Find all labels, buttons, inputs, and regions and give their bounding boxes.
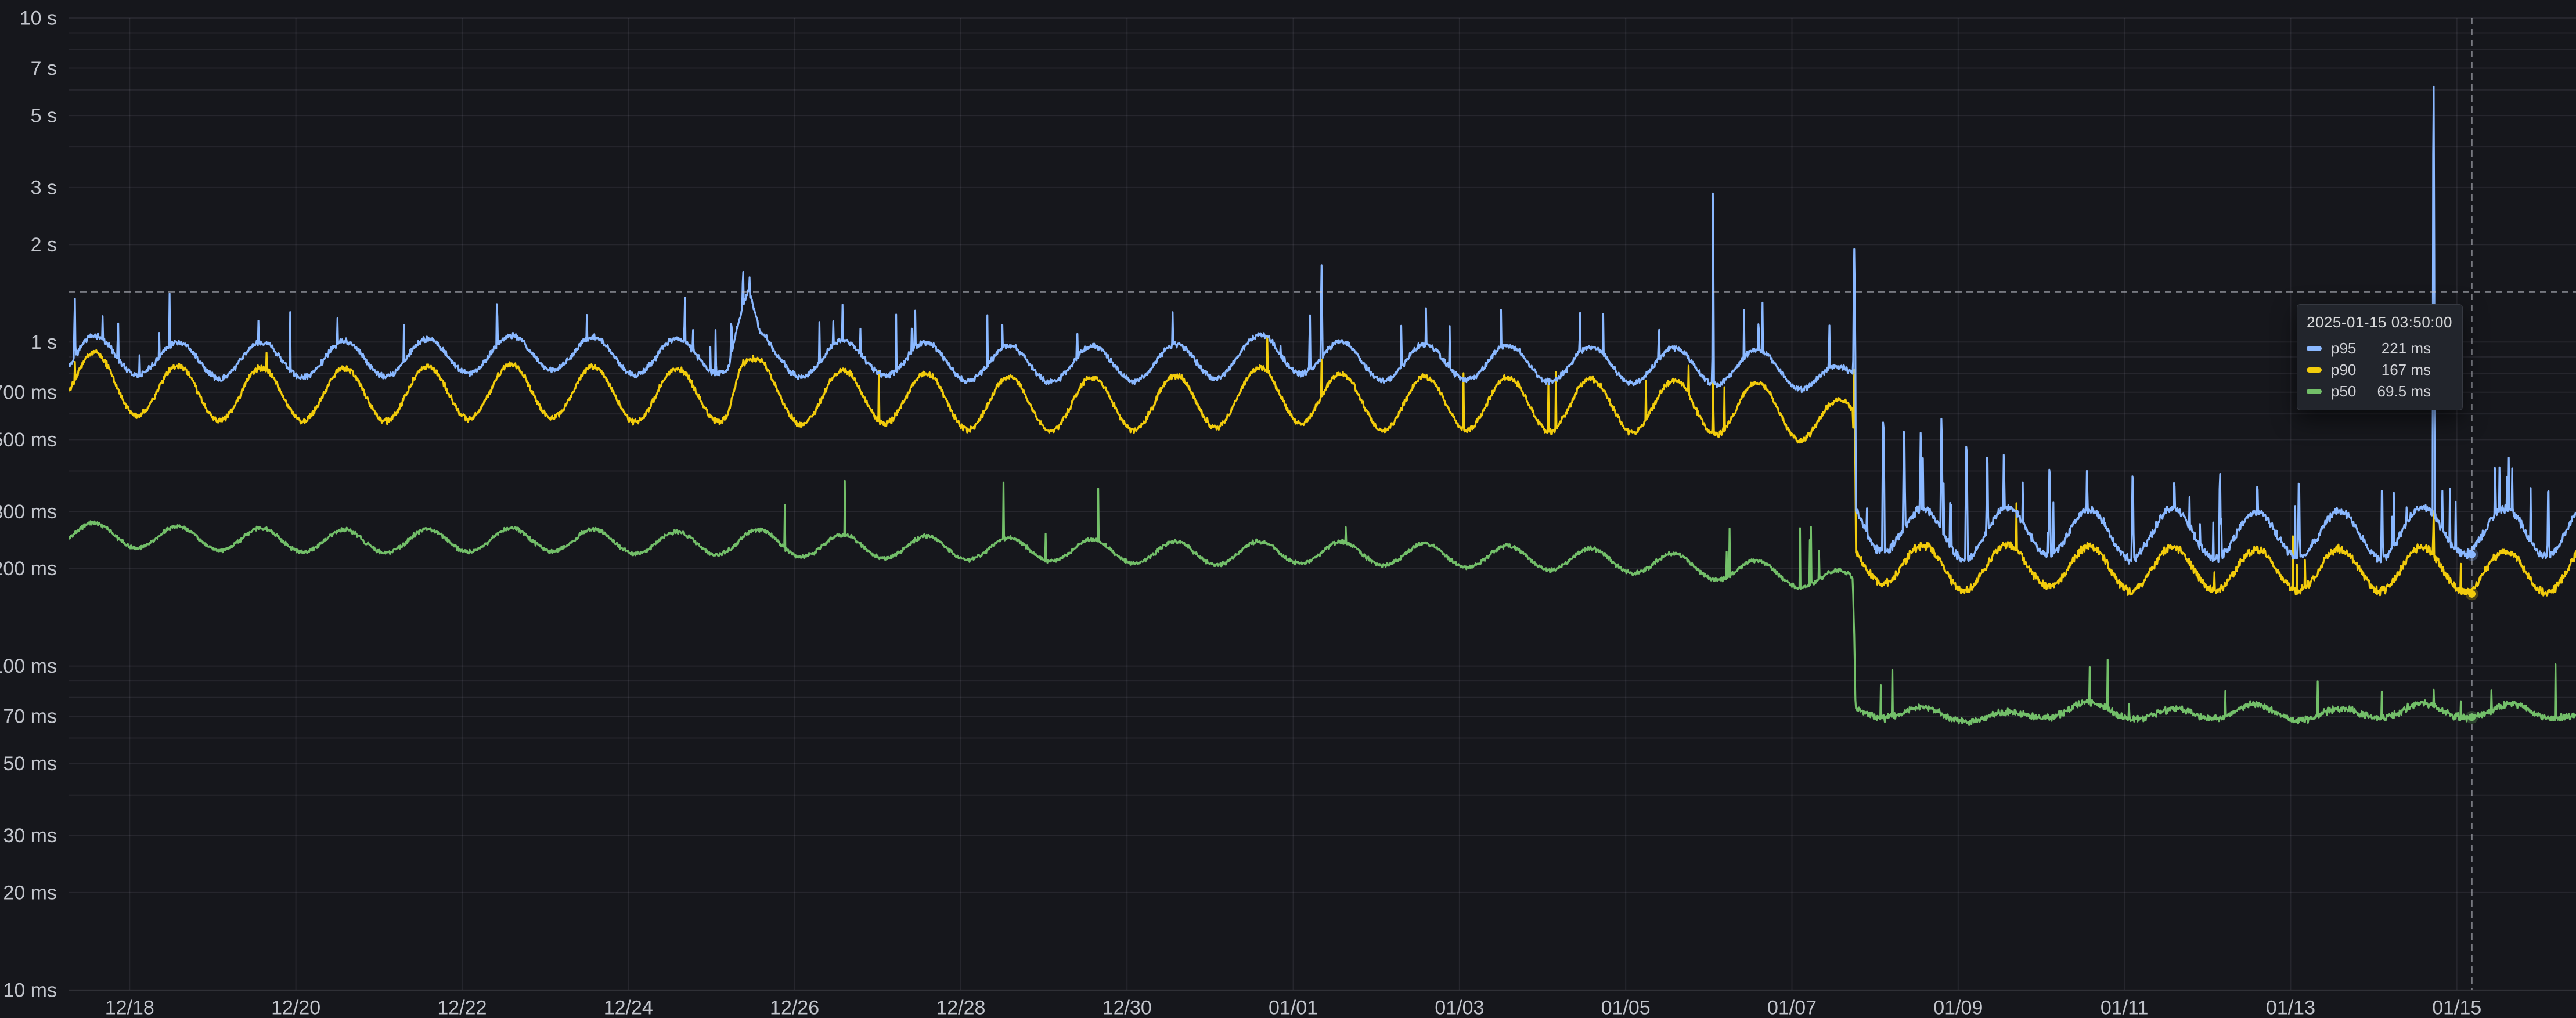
y-axis-tick-label: 30 ms bbox=[3, 825, 57, 847]
x-axis-tick-label: 12/22 bbox=[437, 997, 487, 1018]
y-axis-tick-label: 100 ms bbox=[0, 655, 57, 677]
x-axis-tick-label: 12/30 bbox=[1103, 997, 1152, 1018]
series-color-swatch bbox=[2307, 346, 2322, 351]
tooltip-series-value: 167 ms bbox=[2381, 361, 2431, 378]
hover-point-dot bbox=[2468, 550, 2476, 558]
tooltip-row: p50 69.5 ms bbox=[2307, 381, 2452, 402]
x-axis-tick-label: 12/20 bbox=[271, 997, 320, 1018]
y-axis-tick-label: 700 ms bbox=[0, 381, 57, 403]
x-axis-tick-label: 01/15 bbox=[2432, 997, 2481, 1018]
series-p50-line bbox=[69, 479, 2576, 726]
x-axis-tick-label: 01/03 bbox=[1435, 997, 1484, 1018]
x-axis-tick-label: 12/18 bbox=[105, 997, 154, 1018]
x-axis-tick-label: 12/24 bbox=[604, 997, 653, 1018]
tooltip-timestamp: 2025-01-15 03:50:00 bbox=[2307, 313, 2452, 331]
y-axis-tick-label: 200 ms bbox=[0, 558, 57, 580]
series-color-swatch bbox=[2307, 367, 2322, 373]
x-axis-tick-label: 01/05 bbox=[1601, 997, 1651, 1018]
tooltip-series-label: p90 bbox=[2331, 361, 2357, 378]
hover-point-markers bbox=[2465, 548, 2478, 724]
grid bbox=[69, 17, 2576, 991]
chart-tooltip: 2025-01-15 03:50:00 p95 221 ms p90 167 m… bbox=[2297, 304, 2463, 410]
hover-point-dot bbox=[2468, 713, 2476, 721]
x-axis-tick-label: 01/07 bbox=[1767, 997, 1817, 1018]
y-axis-tick-label: 3 s bbox=[31, 176, 57, 198]
y-axis-tick-label: 7 s bbox=[31, 57, 57, 80]
x-axis-tick-label: 12/28 bbox=[936, 997, 985, 1018]
y-axis-tick-label: 50 ms bbox=[3, 753, 57, 775]
x-axis-tick-label: 12/26 bbox=[770, 997, 819, 1018]
series-p90-line bbox=[69, 335, 2576, 597]
y-axis-tick-label: 10 s bbox=[20, 8, 57, 30]
x-axis-tick-label: 01/11 bbox=[2101, 997, 2149, 1018]
y-axis-tick-label: 2 s bbox=[31, 234, 57, 256]
y-axis-tick-label: 1 s bbox=[31, 331, 57, 353]
tooltip-series-label: p50 bbox=[2331, 382, 2357, 400]
y-axis-tick-label: 500 ms bbox=[0, 429, 57, 451]
y-axis-tick-label: 300 ms bbox=[0, 501, 57, 523]
crosshair bbox=[69, 18, 2576, 990]
series-p95-line bbox=[69, 85, 2576, 565]
tooltip-row: p90 167 ms bbox=[2307, 359, 2452, 381]
tooltip-series-label: p95 bbox=[2331, 340, 2357, 357]
y-axis-tick-label: 10 ms bbox=[3, 979, 57, 1001]
x-axis-tick-label: 01/09 bbox=[1933, 997, 1983, 1018]
y-axis-tick-label: 20 ms bbox=[3, 882, 57, 904]
hover-point-dot bbox=[2468, 590, 2476, 598]
x-axis-tick-label: 01/13 bbox=[2266, 997, 2315, 1018]
series-lines bbox=[69, 85, 2576, 726]
y-axis-tick-label: 5 s bbox=[31, 105, 57, 127]
tooltip-series-value: 69.5 ms bbox=[2377, 382, 2431, 400]
x-axis-tick-label: 01/01 bbox=[1269, 997, 1318, 1018]
series-color-swatch bbox=[2307, 389, 2322, 394]
tooltip-row: p95 221 ms bbox=[2307, 338, 2452, 359]
tooltip-series-value: 221 ms bbox=[2381, 340, 2431, 357]
axis-labels: 10 s 7 s 5 s 3 s 2 s 1 s 700 ms 500 ms 300 ms 200… bbox=[0, 8, 2481, 1018]
y-axis-tick-label: 70 ms bbox=[3, 706, 57, 728]
